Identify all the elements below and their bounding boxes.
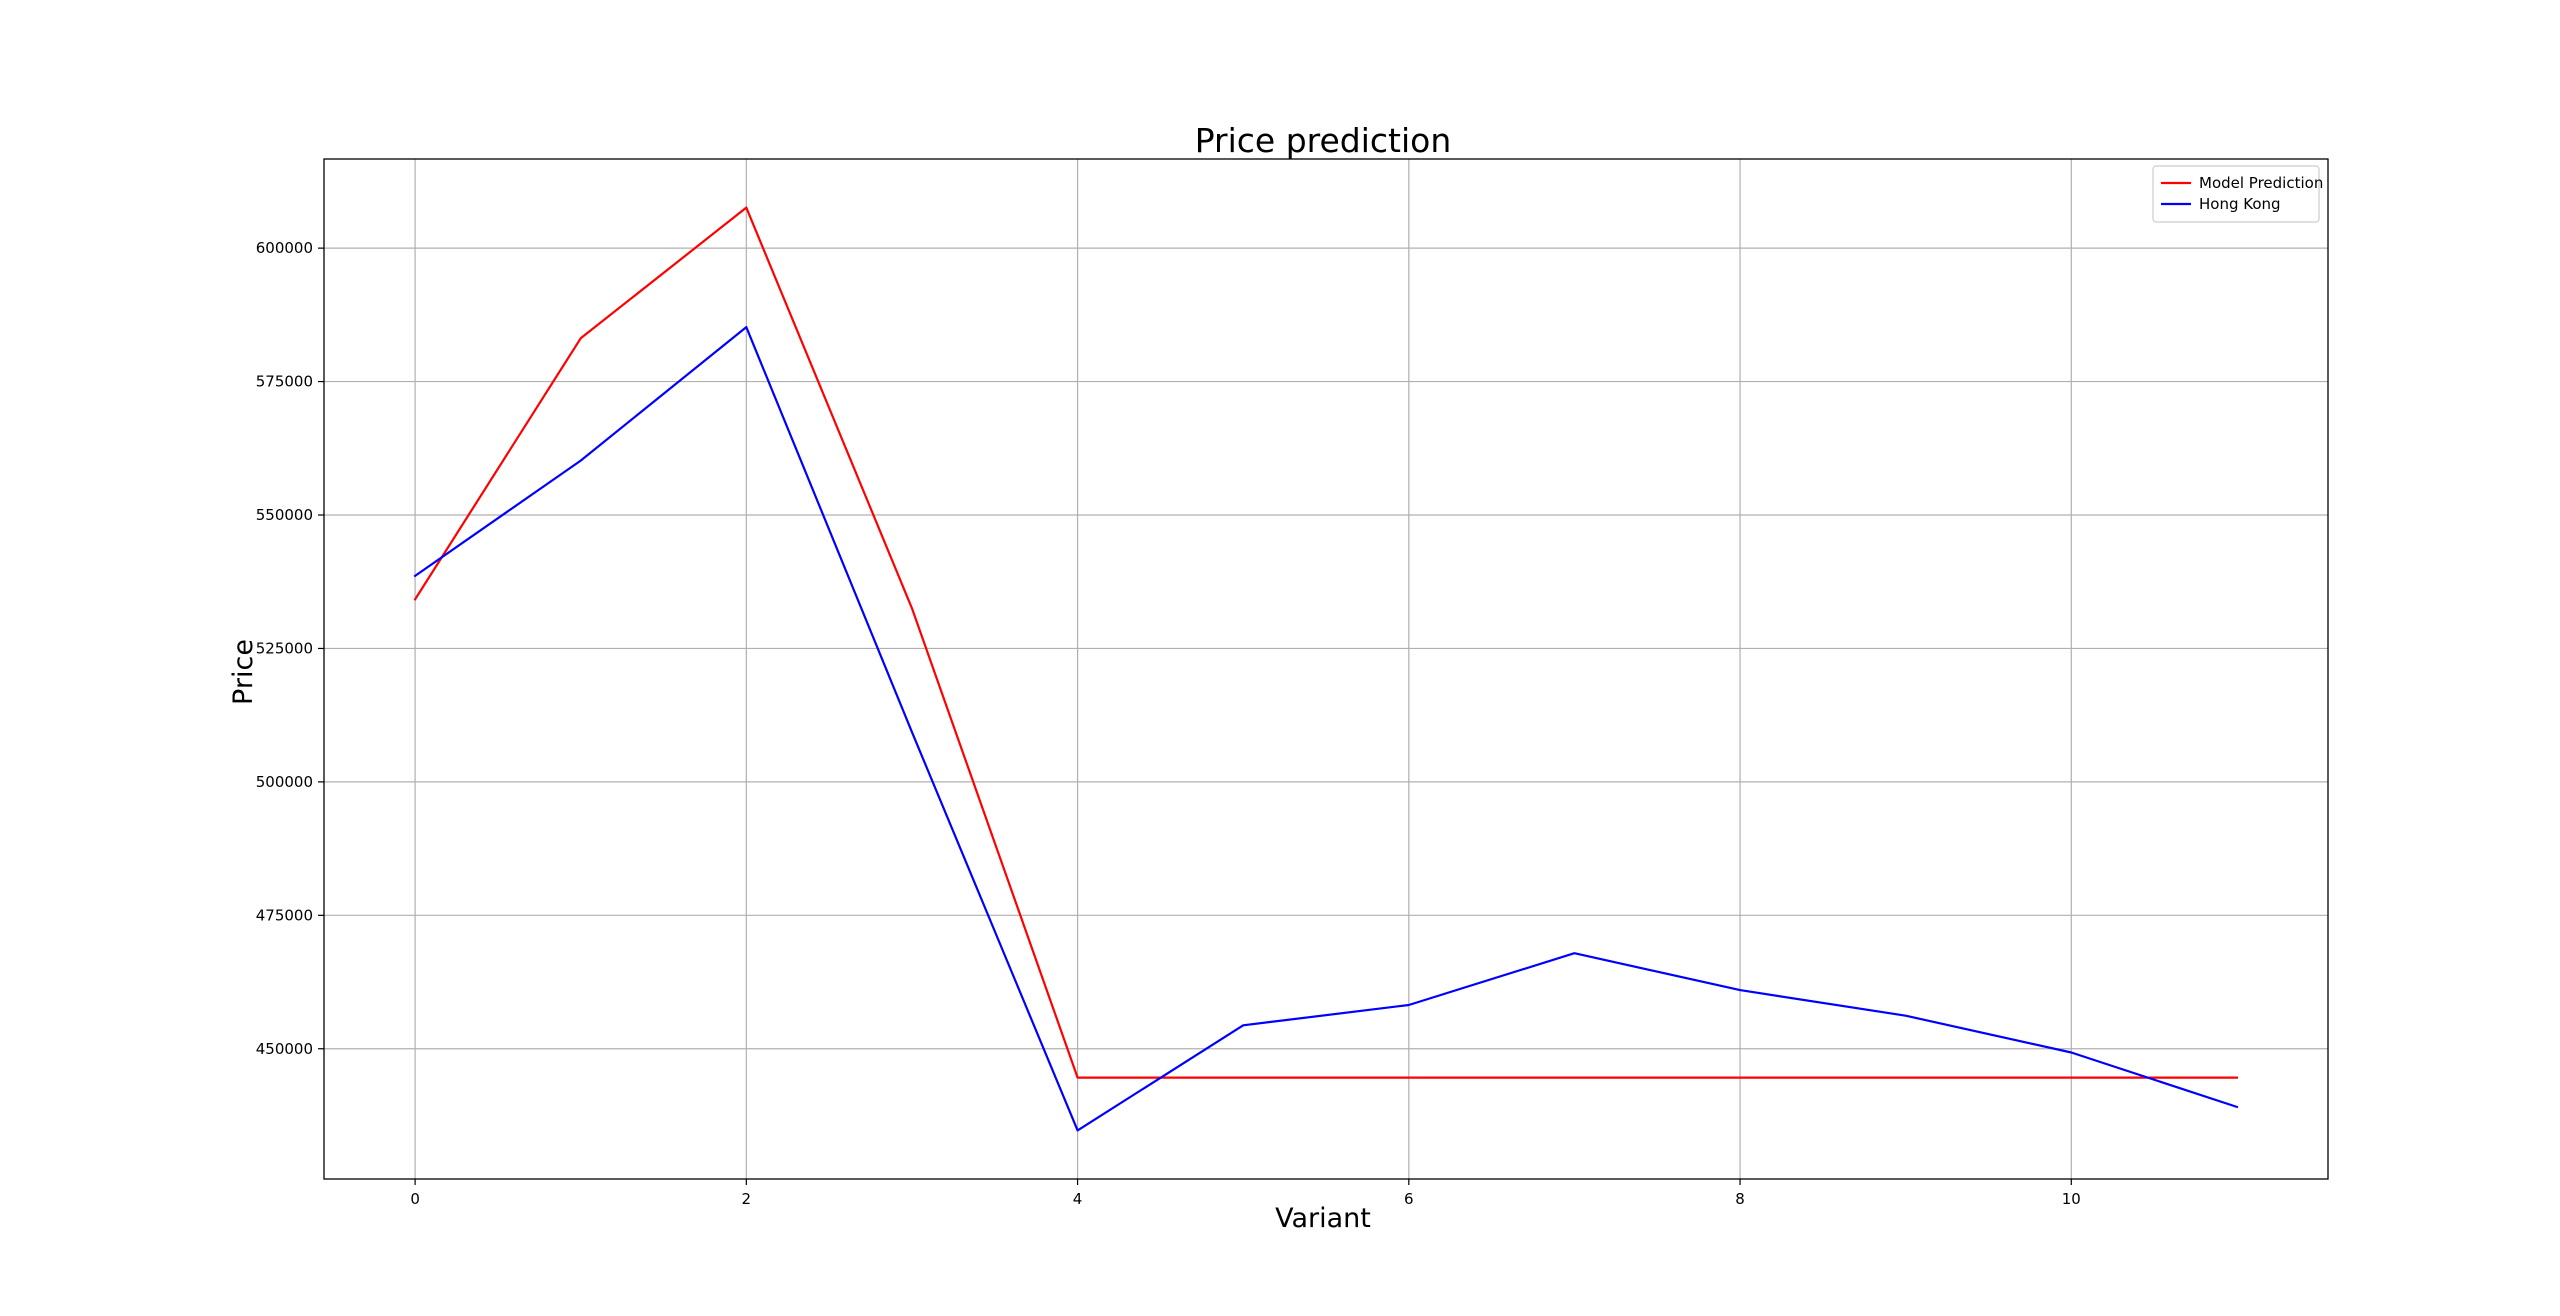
series-line-hong-kong <box>413 326 2239 1132</box>
y-tick-label: 575000 <box>256 373 313 391</box>
x-tick-label: 6 <box>1404 1190 1414 1208</box>
x-axis-ticks: 0 2 4 6 8 10 <box>410 1179 2081 1208</box>
plot-area-frame <box>323 158 2329 1180</box>
y-tick-label: 450000 <box>256 1040 313 1058</box>
chart-title: Price prediction <box>1195 121 1452 160</box>
y-axis-ticks: 450000 475000 500000 525000 550000 575000 6000… <box>256 239 324 1058</box>
y-tick-label: 500000 <box>256 773 313 791</box>
x-axis-label: Variant <box>1275 1203 1371 1234</box>
x-tick-label: 2 <box>742 1190 752 1208</box>
grid-lines <box>324 159 2328 1179</box>
legend-entry: Hong Kong <box>2199 195 2281 213</box>
legend-box <box>2152 165 2320 223</box>
series-line-model-prediction <box>413 206 2238 1079</box>
x-tick-label: 10 <box>2062 1190 2081 1208</box>
x-tick-label: 8 <box>1735 1190 1745 1208</box>
x-tick-label: 4 <box>1073 1190 1083 1208</box>
x-tick-label: 0 <box>410 1190 420 1208</box>
y-tick-label: 525000 <box>256 639 313 657</box>
series-lines <box>413 206 2239 1132</box>
legend-entry: Model Prediction <box>2199 174 2323 192</box>
legend: Model Prediction Hong Kong <box>2152 165 2323 223</box>
y-axis-label: Price <box>228 639 259 705</box>
y-tick-label: 600000 <box>256 239 313 257</box>
y-tick-label: 475000 <box>256 906 313 924</box>
y-tick-label: 550000 <box>256 506 313 524</box>
